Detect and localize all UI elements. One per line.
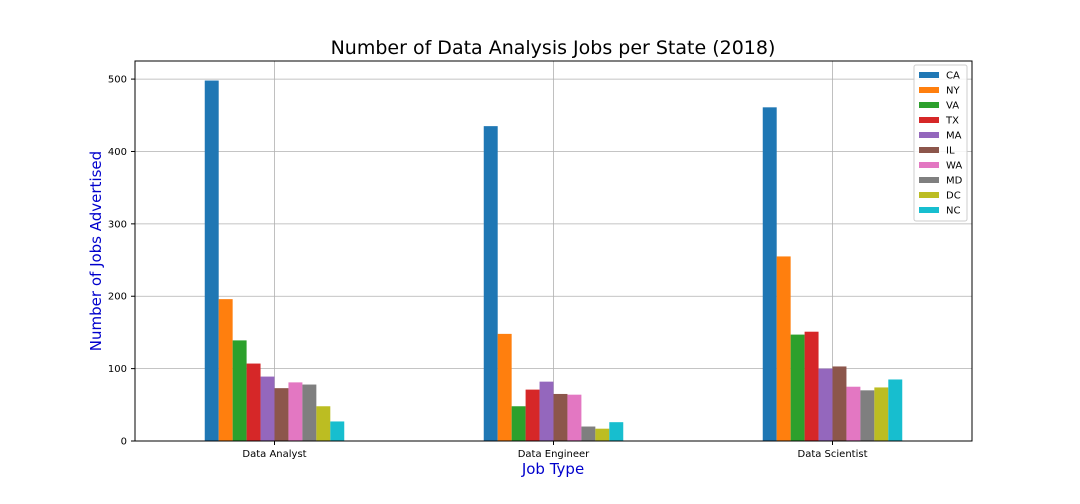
y-tick-label: 200 [108, 292, 127, 303]
bar-il-0 [274, 388, 289, 441]
bar-wa-2 [846, 386, 861, 441]
y-axis-label: Number of Jobs Advertised [87, 151, 105, 351]
chart-title: Number of Data Analysis Jobs per State (… [331, 37, 776, 59]
x-tick-label: Data Analyst [242, 449, 306, 460]
legend-swatch-dc [919, 192, 939, 198]
legend-label-va: VA [946, 101, 959, 112]
legend-label-wa: WA [946, 161, 962, 172]
bar-ma-1 [539, 381, 554, 441]
legend-label-tx: TX [945, 116, 959, 127]
legend-swatch-ny [919, 87, 939, 93]
y-tick-label: 100 [108, 364, 127, 375]
bar-tx-2 [804, 331, 819, 441]
x-tick-label: Data Engineer [518, 449, 590, 460]
bar-ny-1 [497, 333, 512, 441]
bar-dc-1 [595, 428, 610, 441]
legend-swatch-wa [919, 162, 939, 168]
legend-swatch-tx [919, 117, 939, 123]
y-axis-ticks: 0 100 200 300 400 500 [108, 75, 135, 448]
bar-dc-2 [874, 387, 889, 441]
bar-ny-0 [218, 299, 233, 441]
legend-label-ma: MA [946, 131, 962, 142]
bar-wa-1 [567, 394, 582, 441]
legend-label-ny: NY [946, 86, 960, 97]
bar-md-1 [581, 426, 596, 441]
bar-wa-0 [288, 382, 303, 441]
bar-nc-1 [609, 422, 624, 441]
legend-swatch-md [919, 177, 939, 183]
bar-nc-2 [888, 379, 903, 441]
y-tick-label: 0 [121, 437, 127, 448]
bar-ma-2 [818, 368, 833, 441]
bar-ca-2 [762, 107, 777, 442]
bar-va-2 [790, 334, 805, 441]
legend-label-il: IL [946, 146, 955, 157]
bar-ca-0 [204, 80, 219, 442]
legend-label-nc: NC [946, 206, 960, 217]
legend-label-ca: CA [946, 71, 960, 82]
y-tick-label: 400 [108, 147, 127, 158]
bar-il-2 [832, 366, 847, 441]
y-tick-label: 300 [108, 219, 127, 230]
legend-label-md: MD [946, 176, 963, 187]
bar-tx-0 [246, 363, 261, 441]
legend: CA NY VA TX MA IL WA MD DC NC [913, 64, 968, 222]
x-axis-ticks: Data Analyst Data Engineer Data Scientist [242, 441, 868, 460]
x-axis-label: Job Type [521, 460, 584, 478]
bar-nc-0 [330, 421, 345, 441]
legend-swatch-va [919, 102, 939, 108]
bar-ma-0 [260, 376, 275, 441]
bar-ny-2 [776, 256, 791, 441]
bar-ca-1 [483, 126, 498, 442]
bars-group [204, 80, 903, 442]
bar-md-2 [860, 390, 875, 441]
bar-md-0 [302, 384, 317, 441]
legend-swatch-ma [919, 132, 939, 138]
y-tick-label: 500 [108, 75, 127, 86]
bar-il-1 [553, 393, 568, 441]
bar-dc-0 [316, 406, 331, 441]
x-tick-label: Data Scientist [798, 449, 868, 460]
legend-swatch-il [919, 147, 939, 153]
bar-tx-1 [525, 389, 540, 441]
bar-va-1 [511, 406, 526, 441]
bar-va-0 [232, 340, 247, 441]
legend-swatch-ca [919, 72, 939, 78]
legend-swatch-nc [919, 207, 939, 213]
legend-label-dc: DC [946, 191, 961, 202]
